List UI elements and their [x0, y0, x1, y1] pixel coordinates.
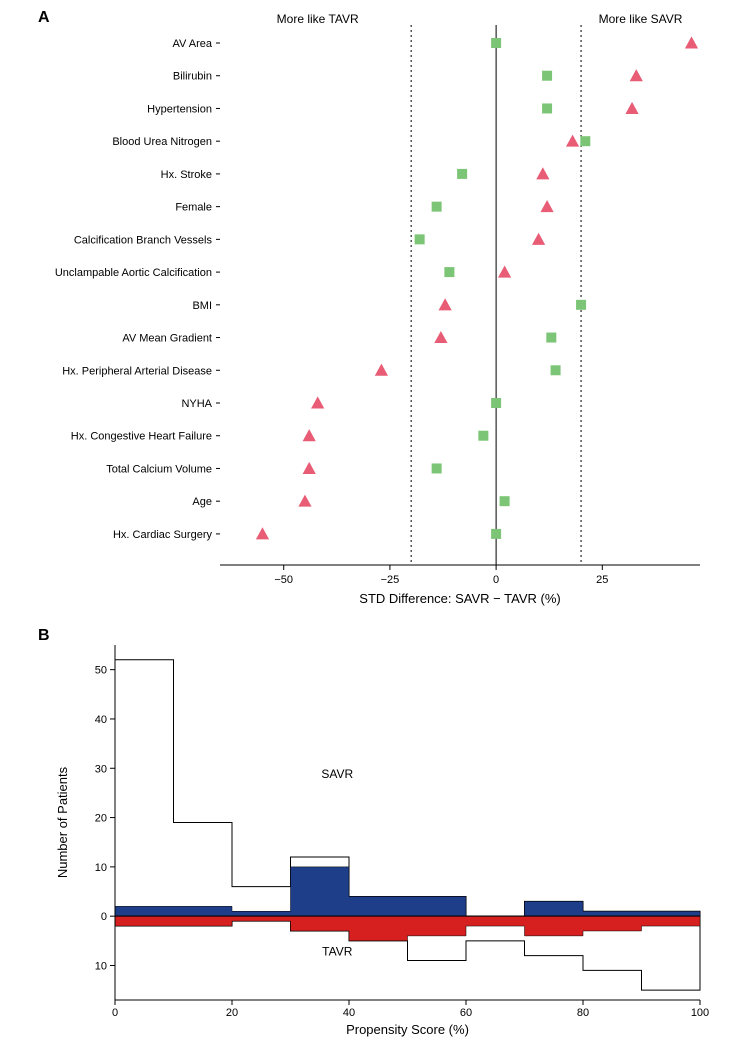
- square-marker: [444, 267, 454, 277]
- svg-text:A: A: [38, 9, 50, 26]
- ycat-label: AV Mean Gradient: [122, 333, 212, 345]
- ycat-label: Female: [175, 202, 212, 214]
- square-marker: [491, 398, 501, 408]
- triangle-marker: [375, 364, 388, 376]
- ycat-label: Hx. Cardiac Surgery: [113, 529, 213, 541]
- triangle-marker: [303, 462, 316, 474]
- x-tick-label: −50: [274, 574, 293, 586]
- ycat-label: Age: [192, 496, 212, 508]
- square-marker: [478, 431, 488, 441]
- svg-text:B: B: [38, 627, 50, 644]
- triangle-marker: [536, 167, 549, 179]
- ycat-label: Unclampable Aortic Calcification: [55, 267, 212, 279]
- x-tick-label-b: 0: [112, 1007, 118, 1019]
- square-marker: [580, 136, 590, 146]
- ycat-label: AV Area: [172, 38, 212, 50]
- x-tick-label: 0: [493, 574, 499, 586]
- triangle-marker: [566, 135, 579, 147]
- ycat-label: Bilirubin: [173, 71, 212, 83]
- y-tick-label-b: 20: [95, 813, 107, 825]
- ycat-label: BMI: [192, 300, 212, 312]
- triangle-marker: [630, 69, 643, 81]
- x-tick-label-b: 80: [577, 1007, 589, 1019]
- x-tick-label-b: 20: [226, 1007, 238, 1019]
- square-marker: [500, 496, 510, 506]
- y-tick-label-b: 40: [95, 714, 107, 726]
- square-marker: [542, 103, 552, 113]
- triangle-marker: [685, 36, 698, 48]
- x-tick-label: 25: [596, 574, 608, 586]
- triangle-marker: [298, 495, 311, 507]
- figure-svg: A More like TAVR More like SAVR AV Area Bili…: [0, 0, 742, 1042]
- ycat-label: Total Calcium Volume: [106, 463, 212, 475]
- triangle-marker: [532, 233, 545, 245]
- x-axis-label-b: Propensity Score (%): [346, 1022, 469, 1037]
- panel-a-annotation: More like TAVR: [277, 12, 359, 26]
- square-marker: [457, 169, 467, 179]
- x-tick-label-b: 60: [460, 1007, 472, 1019]
- triangle-marker: [625, 102, 638, 114]
- ycat-label: Hx. Congestive Heart Failure: [71, 431, 212, 443]
- ycat-label: NYHA: [181, 398, 212, 410]
- triangle-marker: [311, 396, 324, 408]
- ycat-label: Hypertension: [147, 103, 212, 115]
- square-marker: [491, 38, 501, 48]
- panel-a-annotation: More like SAVR: [599, 12, 683, 26]
- square-marker: [576, 300, 586, 310]
- triangle-marker: [498, 265, 511, 277]
- y-axis-label-b: Number of Patients: [55, 766, 70, 878]
- ycat-label: Blood Urea Nitrogen: [112, 136, 212, 148]
- panel-b-annotation: SAVR: [321, 767, 353, 781]
- savr-total-hist: [115, 660, 700, 916]
- triangle-marker: [540, 200, 553, 212]
- y-tick-label-b: 0: [101, 911, 107, 923]
- square-marker: [542, 71, 552, 81]
- square-marker: [491, 529, 501, 539]
- triangle-marker: [439, 298, 452, 310]
- y-tick-label-b: 10: [95, 862, 107, 874]
- y-tick-label-b: 50: [95, 665, 107, 677]
- y-tick-label-b: 10: [95, 960, 107, 972]
- square-marker: [415, 234, 425, 244]
- square-marker: [546, 333, 556, 343]
- square-marker: [432, 463, 442, 473]
- x-axis-label: STD Difference: SAVR − TAVR (%): [359, 591, 560, 606]
- panel-b-annotation: TAVR: [322, 945, 353, 959]
- x-tick-label-b: 100: [691, 1007, 709, 1019]
- y-tick-label-b: 30: [95, 763, 107, 775]
- square-marker: [551, 365, 561, 375]
- triangle-marker: [434, 331, 447, 343]
- ycat-label: Calcification Branch Vessels: [74, 234, 213, 246]
- x-tick-label-b: 40: [343, 1007, 355, 1019]
- x-tick-label: −25: [381, 574, 400, 586]
- ycat-label: Hx. Stroke: [161, 169, 212, 181]
- ycat-label: Hx. Peripheral Arterial Disease: [62, 365, 212, 377]
- square-marker: [432, 202, 442, 212]
- triangle-marker: [303, 429, 316, 441]
- triangle-marker: [256, 527, 269, 539]
